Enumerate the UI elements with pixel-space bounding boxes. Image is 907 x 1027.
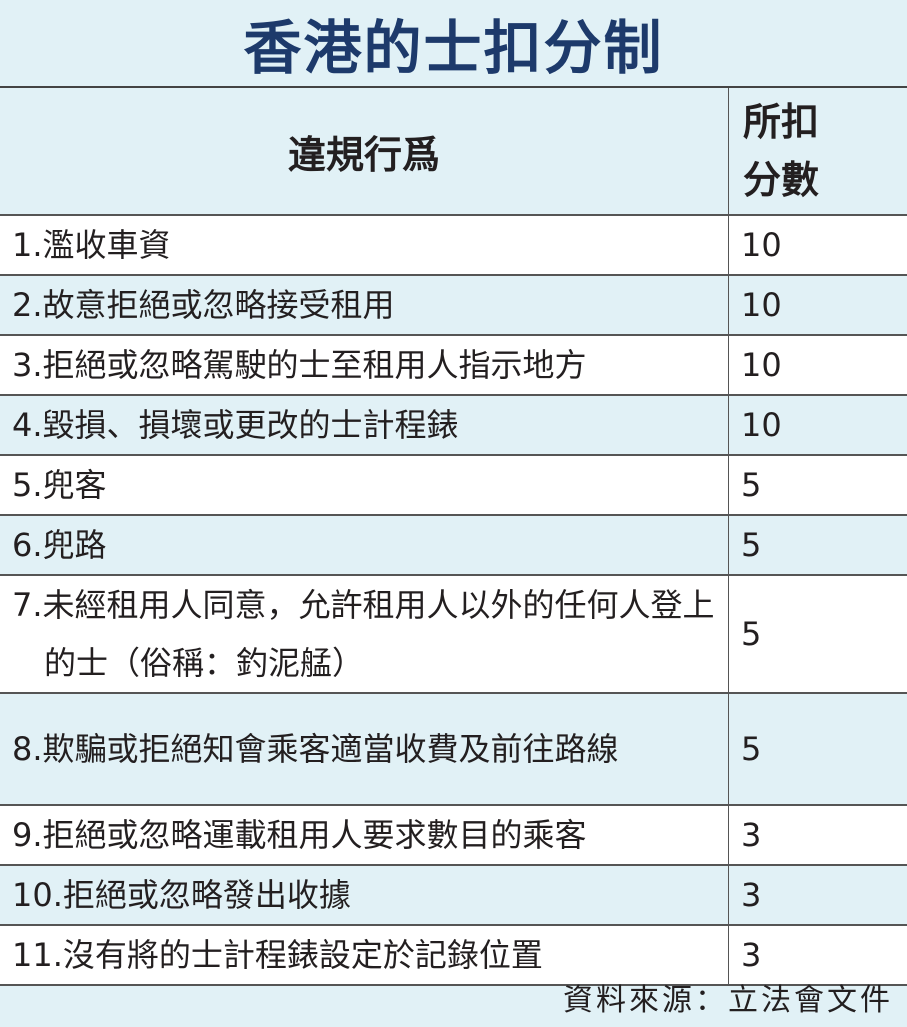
table-row: 4.毀損、損壞或更改的士計程錶 10	[0, 395, 907, 456]
table-row: 6.兜路 5	[0, 515, 907, 576]
points-cell: 5	[728, 515, 907, 576]
points-cell: 10	[728, 215, 907, 276]
offence-cell: 2.故意拒絕或忽略接受租用	[0, 275, 729, 336]
offence-text: 4.毀損、損壞或更改的士計程錶	[12, 406, 459, 444]
offence-text: 5.兜客	[12, 466, 107, 504]
offence-cell: 6.兜路	[0, 515, 729, 576]
offence-text: 8.欺騙或拒絕知會乘客適當收費及前往路線	[12, 730, 619, 768]
table-row: 5.兜客 5	[0, 455, 907, 516]
table-row: 11.沒有將的士計程錶設定於記錄位置 3	[0, 925, 907, 986]
offence-text: 3.拒絕或忽略駕駛的士至租用人指示地方	[12, 346, 587, 384]
offence-text: 2.故意拒絕或忽略接受租用	[12, 286, 395, 324]
points-cell: 5	[728, 455, 907, 516]
offence-text: 7.未經租用人同意，允許租用人以外的任何人登上的士（俗稱：釣泥艋）	[12, 586, 715, 682]
offence-cell: 4.毀損、損壞或更改的士計程錶	[0, 395, 729, 456]
offence-cell: 7.未經租用人同意，允許租用人以外的任何人登上的士（俗稱：釣泥艋）	[0, 575, 729, 694]
offence-text: 1.濫收車資	[12, 226, 171, 264]
points-cell: 5	[728, 575, 907, 694]
table-row: 2.故意拒絕或忽略接受租用 10	[0, 275, 907, 336]
offence-cell: 9.拒絕或忽略運載租用人要求數目的乘客	[0, 805, 729, 866]
source-note: 資料來源：立法會文件	[563, 983, 893, 1018]
points-cell: 3	[728, 865, 907, 926]
table-header-row: 違規行爲 所扣分數	[0, 88, 907, 216]
offence-text: 11.沒有將的士計程錶設定於記錄位置	[12, 936, 543, 974]
offence-text: 6.兜路	[12, 526, 107, 564]
table-row: 10.拒絕或忽略發出收據 3	[0, 865, 907, 926]
demerit-table: 違規行爲 所扣分數 1.濫收車資 10 2.故意拒絕或忽略接受租用 10 3.拒絕或忽略…	[0, 88, 907, 986]
offence-cell: 5.兜客	[0, 455, 729, 516]
offence-cell: 8.欺騙或拒絕知會乘客適當收費及前往路線	[0, 693, 729, 806]
points-cell: 5	[728, 693, 907, 806]
header-offence: 違規行爲	[0, 88, 729, 216]
offence-cell: 11.沒有將的士計程錶設定於記錄位置	[0, 925, 729, 986]
header-points: 所扣分數	[728, 88, 907, 216]
table-row: 9.拒絕或忽略運載租用人要求數目的乘客 3	[0, 805, 907, 866]
table-row: 8.欺騙或拒絕知會乘客適當收費及前往路線 5	[0, 693, 907, 806]
offence-cell: 3.拒絕或忽略駕駛的士至租用人指示地方	[0, 335, 729, 396]
points-cell: 10	[728, 275, 907, 336]
offence-text: 9.拒絕或忽略運載租用人要求數目的乘客	[12, 816, 587, 854]
points-cell: 10	[728, 395, 907, 456]
table-row: 1.濫收車資 10	[0, 215, 907, 276]
table-row: 3.拒絕或忽略駕駛的士至租用人指示地方 10	[0, 335, 907, 396]
offence-cell: 1.濫收車資	[0, 215, 729, 276]
offence-cell: 10.拒絕或忽略發出收據	[0, 865, 729, 926]
page-title: 香港的士扣分制	[0, 0, 907, 88]
points-cell: 3	[728, 805, 907, 866]
offence-text: 10.拒絕或忽略發出收據	[12, 876, 351, 914]
points-cell: 10	[728, 335, 907, 396]
points-cell: 3	[728, 925, 907, 986]
table-row: 7.未經租用人同意，允許租用人以外的任何人登上的士（俗稱：釣泥艋） 5	[0, 575, 907, 694]
